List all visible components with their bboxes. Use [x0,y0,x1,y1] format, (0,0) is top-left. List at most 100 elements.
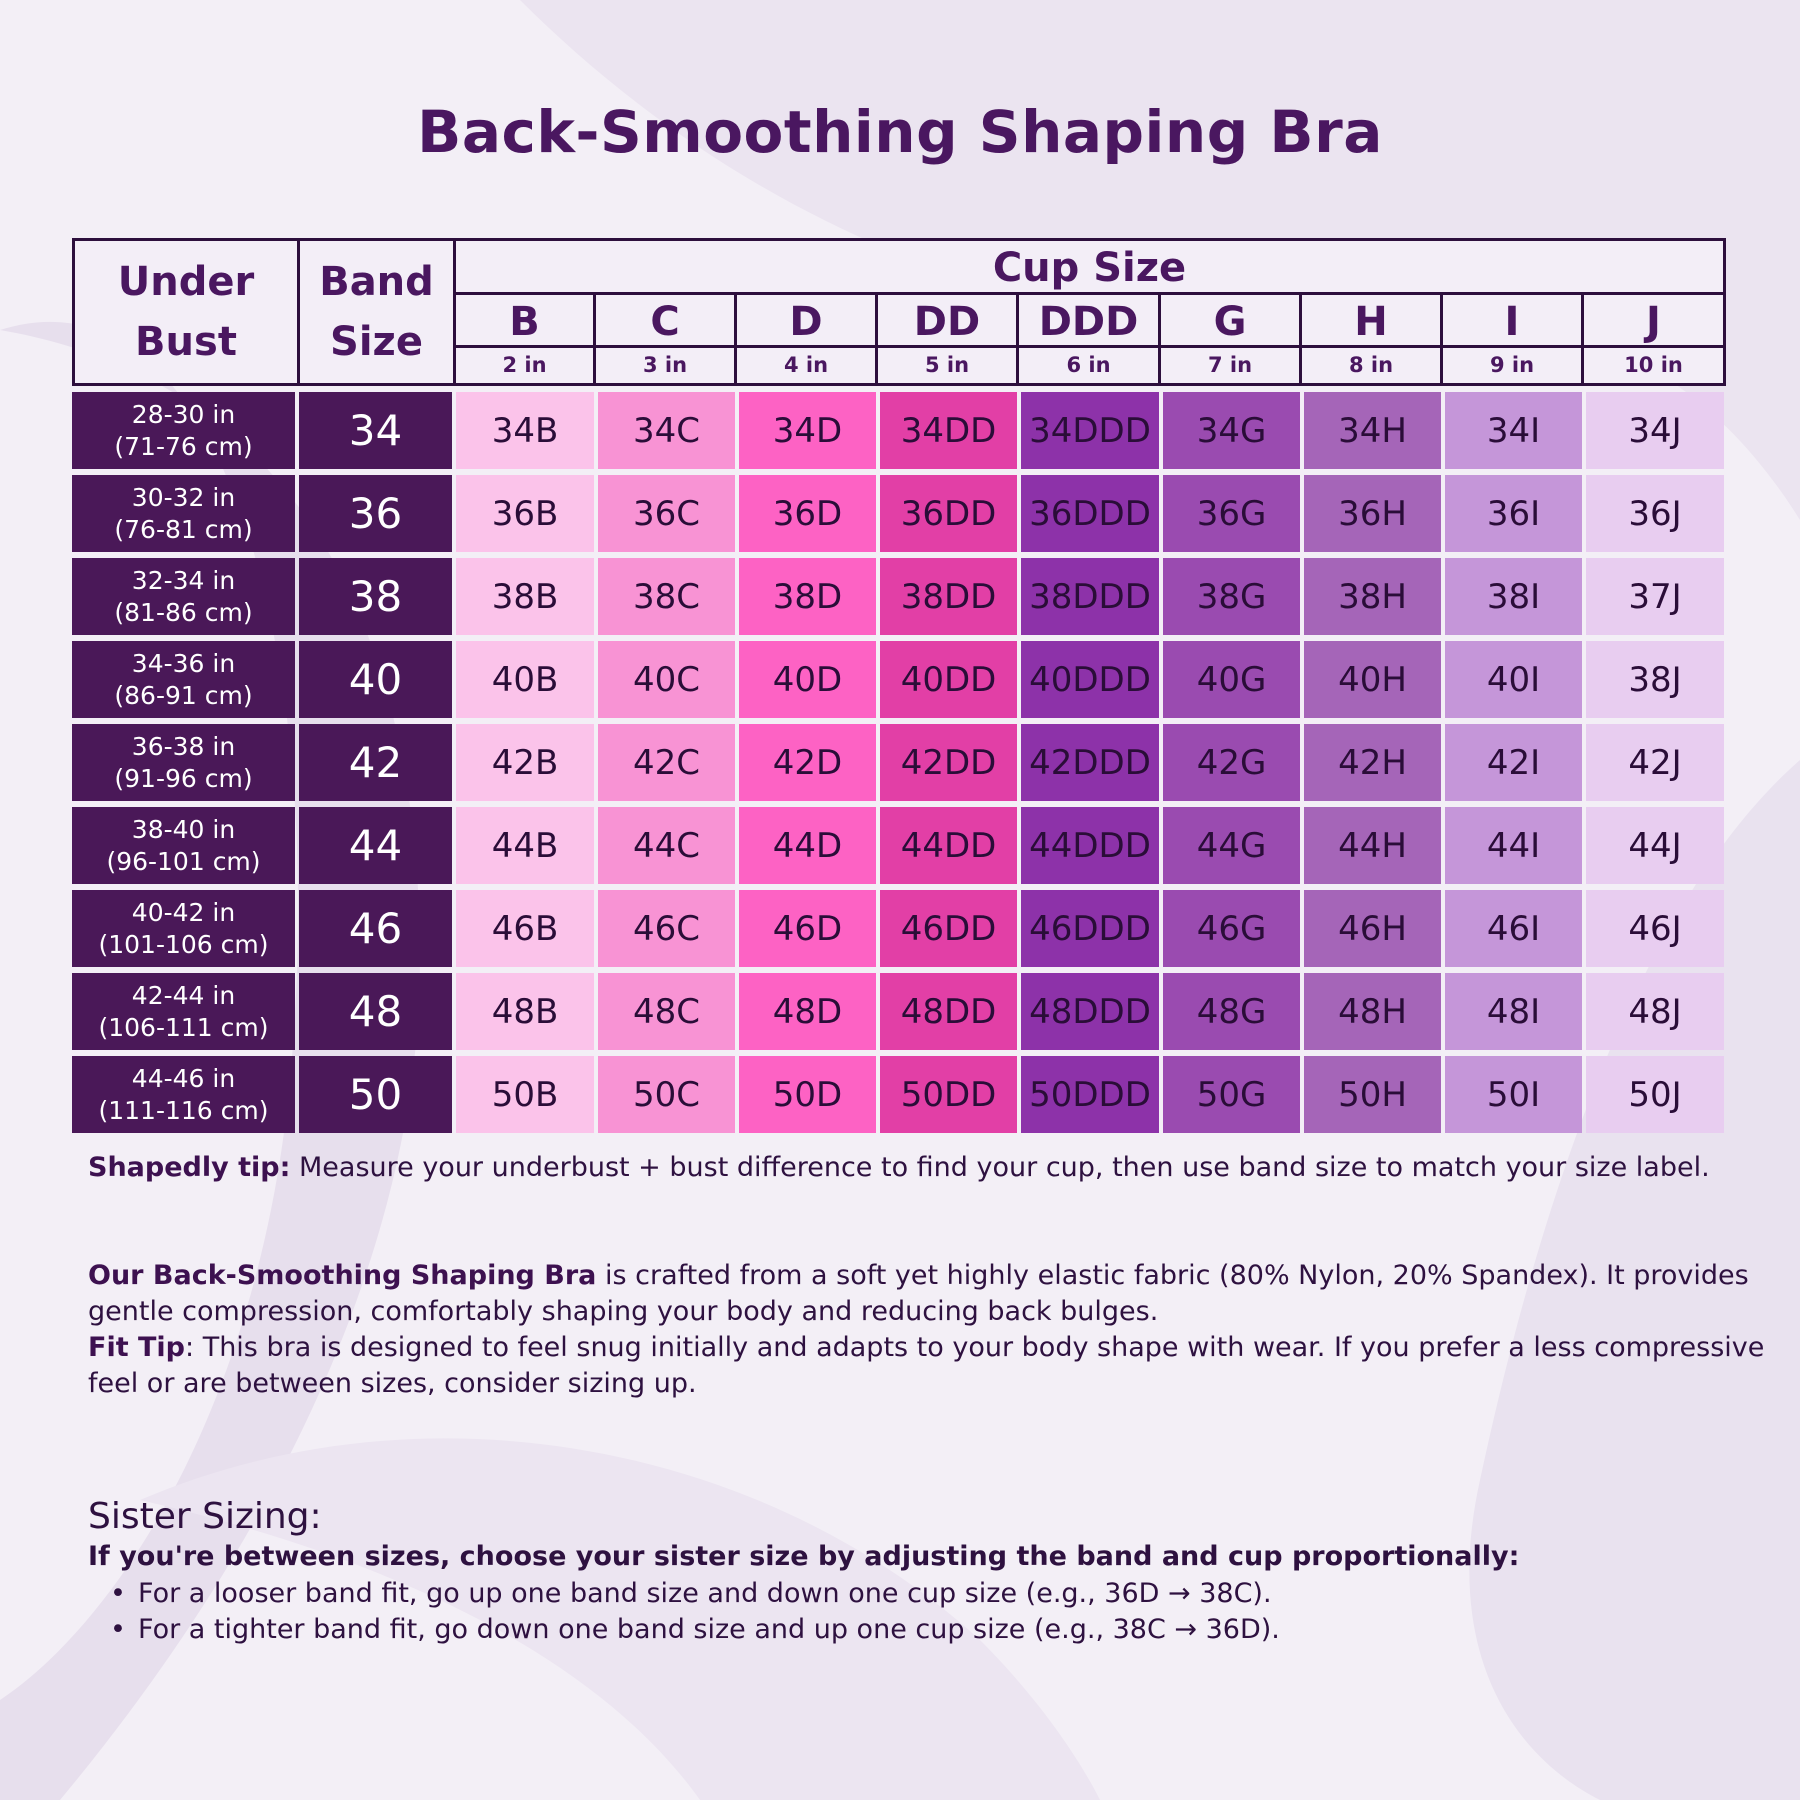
band-size-cell: 38 [299,558,452,635]
cup-difference: 2 in [502,353,547,377]
size-cell: 48H [1304,973,1441,1050]
cup-letter: DD [878,295,1016,348]
cup-difference: 10 in [1624,353,1683,377]
size-cell: 50H [1304,1056,1441,1133]
cup-letter: D [737,295,875,348]
size-cell: 36DDD [1021,475,1159,552]
size-cell: 50B [456,1056,594,1133]
size-cell: 36G [1163,475,1300,552]
under-bust-cell: 32-34 in (81-86 cm) [72,558,295,635]
bullet-icon: • [110,1614,126,1645]
table-row: 30-32 in (76-81 cm) 36 36B 36C 36D 36DD 36DDD 36… [72,475,1728,552]
under-bust-cell: 40-42 in (101-106 cm) [72,890,295,967]
page-title: Back-Smoothing Shaping Bra [417,98,1383,166]
under-bust-cm: (86-91 cm) [114,680,253,710]
cup-letter: C [596,295,734,348]
size-cell: 48G [1163,973,1300,1050]
band-size-cell: 48 [299,973,452,1050]
under-bust-inches: 40-42 in [131,897,236,927]
size-cell: 34DD [880,392,1017,469]
list-item-text: For a tighter band fit, go down one band… [138,1614,1280,1645]
list-item: • For a tighter band fit, go down one ban… [110,1612,1280,1648]
under-bust-cell: 30-32 in (76-81 cm) [72,475,295,552]
cup-difference: 9 in [1489,353,1535,377]
size-cell: 46H [1304,890,1441,967]
under-bust-cell: 36-38 in (91-96 cm) [72,724,295,801]
size-cell: 48DDD [1021,973,1159,1050]
bullet-icon: • [110,1578,126,1609]
under-bust-cell: 42-44 in (106-111 cm) [72,973,295,1050]
size-cell: 36C [598,475,735,552]
size-cell: 50I [1445,1056,1582,1133]
under-bust-cm: (96-101 cm) [106,846,261,876]
size-cell: 46DDD [1021,890,1159,967]
size-cell: 46J [1586,890,1724,967]
shapedly-tip: Shapedly tip: Measure your underbust + b… [88,1150,1778,1186]
under-bust-inches: 42-44 in [131,980,236,1010]
size-cell: 37J [1586,558,1724,635]
size-cell: 42H [1304,724,1441,801]
under-bust-inches: 44-46 in [131,1063,236,1093]
under-bust-inches: 30-32 in [131,482,236,512]
band-size-cell: 34 [299,392,452,469]
size-cell: 40C [598,641,735,718]
size-cell: 44C [598,807,735,884]
size-cell: 38D [739,558,876,635]
band-size-cell: 46 [299,890,452,967]
size-cell: 46B [456,890,594,967]
cup-letter: G [1161,295,1299,348]
size-cell: 46DD [880,890,1017,967]
product-description-label: Our Back-Smoothing Shaping Bra [88,1260,597,1291]
size-cell: 42I [1445,724,1582,801]
cup-difference: 6 in [1066,353,1111,377]
cup-letter: I [1443,295,1581,348]
size-cell: 42G [1163,724,1300,801]
size-cell: 40DD [880,641,1017,718]
size-cell: 34H [1304,392,1441,469]
under-bust-cm: (101-106 cm) [98,929,269,959]
cup-letter: J [1584,295,1723,348]
cup-letter: B [456,295,593,348]
under-bust-cm: (71-76 cm) [114,431,253,461]
band-size-cell: 40 [299,641,452,718]
table-row: 38-40 in (96-101 cm) 44 44B 44C 44D 44DD 44DDD 4… [72,807,1728,884]
size-cell: 42C [598,724,735,801]
size-cell: 48B [456,973,594,1050]
size-cell: 48C [598,973,735,1050]
table-row: 42-44 in (106-111 cm) 48 48B 48C 48D 48DD 48DDD… [72,973,1728,1050]
under-bust-inches: 34-36 in [131,648,236,678]
size-cell: 42D [739,724,876,801]
size-cell: 42B [456,724,594,801]
size-cell: 38H [1304,558,1441,635]
cup-letter: H [1302,295,1440,348]
under-bust-cell: 34-36 in (86-91 cm) [72,641,295,718]
under-bust-inches: 38-40 in [131,814,236,844]
fit-tip-text: : This bra is designed to feel snug init… [88,1332,1765,1399]
product-description-text: is crafted from a soft yet highly elasti… [88,1260,1749,1327]
cup-difference: 5 in [924,353,970,377]
size-cell: 44DD [880,807,1017,884]
sister-sizing-heading: Sister Sizing: [88,1496,322,1537]
band-size-cell: 50 [299,1056,452,1133]
fit-tip: Fit Tip: This bra is designed to feel sn… [88,1330,1778,1402]
size-cell: 48D [739,973,876,1050]
under-bust-cell: 44-46 in (111-116 cm) [72,1056,295,1133]
size-cell: 44G [1163,807,1300,884]
under-bust-header-label: Under Bust [117,259,255,365]
size-cell: 38C [598,558,735,635]
size-cell: 50DDD [1021,1056,1159,1133]
band-size-cell: 36 [299,475,452,552]
size-cell: 40G [1163,641,1300,718]
cup-letter: DDD [1019,295,1158,348]
table-row: 32-34 in (81-86 cm) 38 38B 38C 38D 38DD 38DDD 38… [72,558,1728,635]
cup-column-ddd: DDD 6 in [1019,295,1161,383]
under-bust-cm: (111-116 cm) [98,1095,269,1125]
size-cell: 48J [1586,973,1724,1050]
fit-tip-label: Fit Tip [88,1332,186,1363]
size-cell: 44I [1445,807,1582,884]
size-cell: 50G [1163,1056,1300,1133]
size-cell: 44DDD [1021,807,1159,884]
size-cell: 40B [456,641,594,718]
cup-column-dd: DD 5 in [878,295,1019,383]
